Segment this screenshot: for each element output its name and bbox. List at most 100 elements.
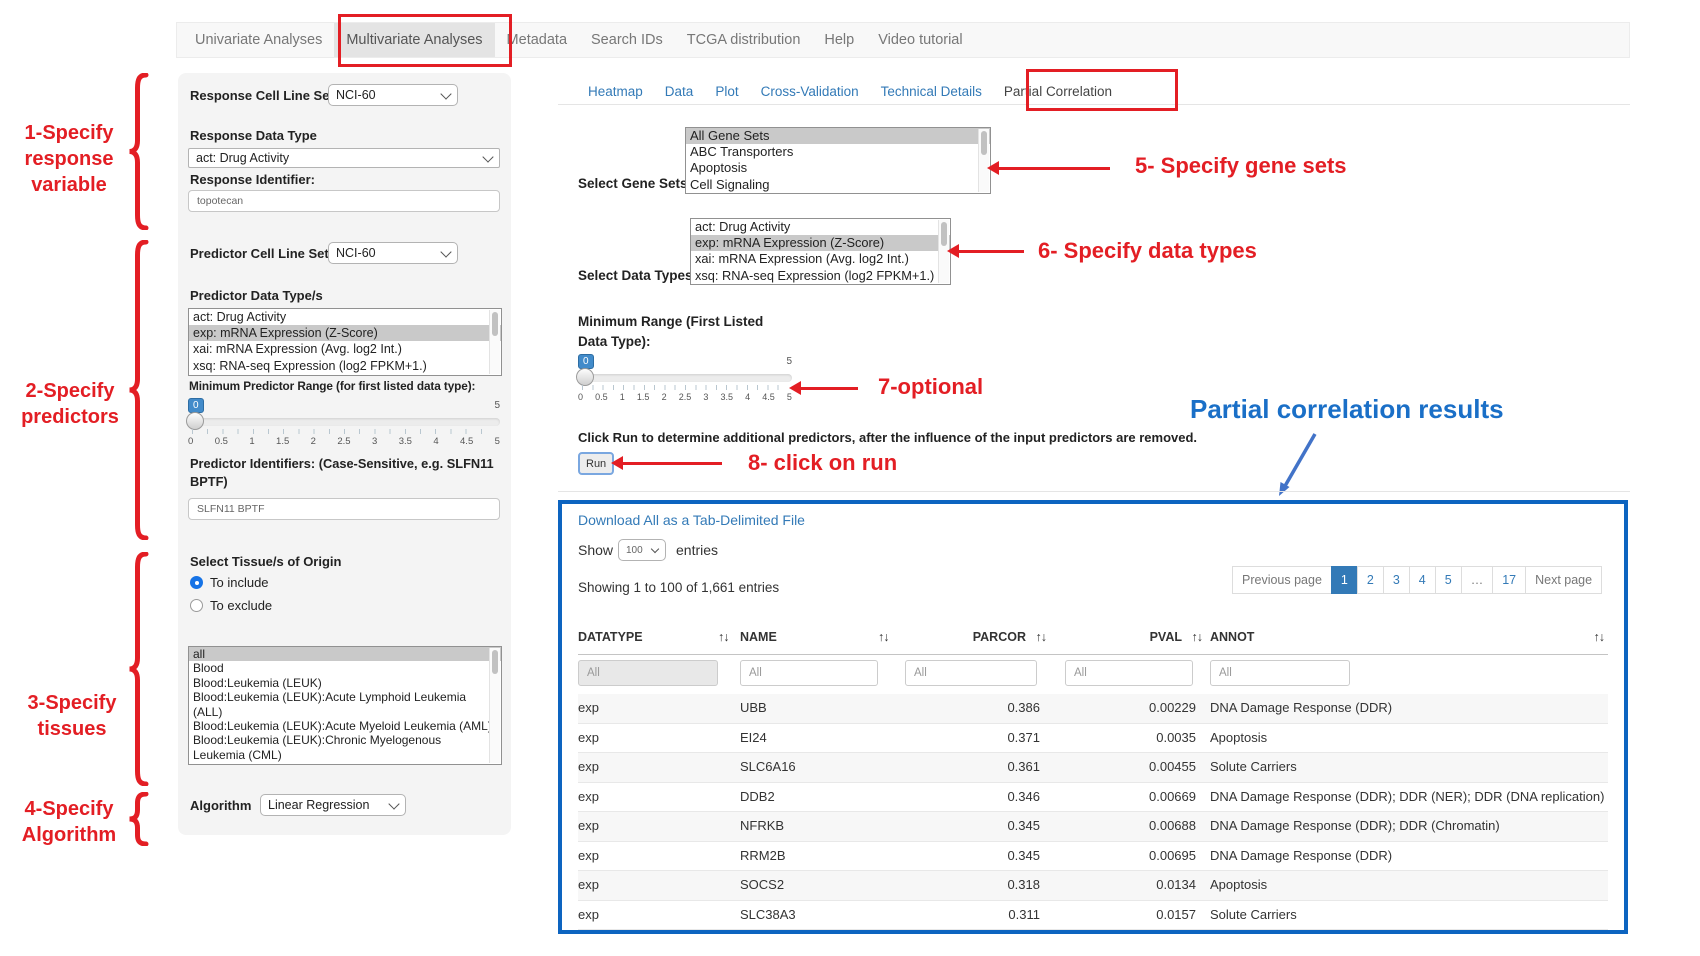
- page-button-2[interactable]: 2: [1356, 566, 1384, 594]
- scrollbar-thumb[interactable]: [492, 312, 498, 336]
- scrollbar[interactable]: [489, 648, 500, 763]
- filter-input-annot[interactable]: [1210, 660, 1350, 686]
- listbox-option[interactable]: xai: mRNA Expression (Avg. log2 Int.): [193, 342, 402, 357]
- tab-plot[interactable]: Plot: [715, 83, 739, 99]
- response-identifier-label: Response Identifier:: [190, 172, 315, 187]
- column-header-datatype[interactable]: DATATYPE: [578, 630, 643, 644]
- scrollbar[interactable]: [978, 129, 989, 192]
- chevron-down-icon: [440, 87, 452, 100]
- page-button-5[interactable]: 5: [1434, 566, 1462, 594]
- previous-page-button[interactable]: Previous page: [1232, 566, 1332, 594]
- nav-tcga-distribution[interactable]: TCGA distribution: [686, 32, 801, 48]
- scrollbar[interactable]: [489, 310, 500, 374]
- column-header-parcor[interactable]: PARCOR: [972, 630, 1026, 644]
- column-header-pval[interactable]: PVAL: [1149, 630, 1182, 644]
- radio-selected-icon[interactable]: [190, 576, 203, 589]
- cell-datatype: exp: [578, 877, 599, 892]
- algorithm-select[interactable]: Linear Regression: [260, 794, 406, 816]
- filter-input-pval[interactable]: [1065, 660, 1193, 686]
- slider-handle[interactable]: [186, 412, 204, 430]
- listbox-option[interactable]: ABC Transporters: [690, 144, 794, 160]
- listbox-option-selected[interactable]: all: [189, 647, 501, 662]
- page-button-4[interactable]: 4: [1408, 566, 1436, 594]
- table-row[interactable]: exp EI24 0.371 0.0035 Apoptosis: [578, 724, 1608, 753]
- slider-track[interactable]: [188, 418, 500, 426]
- scrollbar[interactable]: [938, 220, 949, 283]
- tick-label: 0: [578, 392, 584, 402]
- run-button[interactable]: Run: [578, 452, 614, 475]
- page-button-1[interactable]: 1: [1330, 566, 1358, 594]
- tick-label: 1: [619, 392, 625, 402]
- cell-annot: Solute Carriers: [1210, 906, 1297, 922]
- filter-input-parcor[interactable]: [905, 660, 1037, 686]
- nav-multivariate-analyses[interactable]: Multivariate Analyses: [334, 23, 495, 57]
- listbox-option[interactable]: xai: mRNA Expression (Avg. log2 Int.): [695, 251, 909, 267]
- radio-unselected-icon[interactable]: [190, 599, 203, 612]
- listbox-option-selected[interactable]: exp: mRNA Expression (Z-Score): [691, 235, 950, 252]
- table-row[interactable]: exp NFRKB 0.345 0.00688 DNA Damage Respo…: [578, 812, 1608, 842]
- response-data-type-select[interactable]: act: Drug Activity: [188, 148, 500, 168]
- page-button-17[interactable]: 17: [1492, 566, 1527, 594]
- tab-heatmap[interactable]: Heatmap: [588, 83, 643, 99]
- nav-search-ids[interactable]: Search IDs: [591, 32, 663, 48]
- predictor-cell-line-set-select[interactable]: NCI-60: [328, 242, 458, 264]
- listbox-option[interactable]: Blood:Leukemia (LEUK):Acute Lymphoid Leu…: [193, 690, 467, 719]
- listbox-option[interactable]: xsq: RNA-seq Expression (log2 FPKM+1.): [193, 358, 427, 373]
- chevron-down-icon: [388, 797, 400, 810]
- page-button-3[interactable]: 3: [1382, 566, 1410, 594]
- nav-video-tutorial[interactable]: Video tutorial: [878, 32, 963, 48]
- listbox-option[interactable]: Blood:Leukemia (LEUK):Acute Myeloid Leuk…: [193, 719, 492, 734]
- cell-name: SLC38A3: [740, 906, 796, 922]
- table-row[interactable]: exp SOCS2 0.318 0.0134 Apoptosis: [578, 871, 1608, 901]
- listbox-option[interactable]: act: Drug Activity: [193, 310, 287, 324]
- scrollbar-thumb[interactable]: [492, 650, 498, 674]
- tab-data[interactable]: Data: [664, 83, 694, 99]
- sort-icon[interactable]: ↑↓: [1035, 630, 1047, 644]
- download-all-link[interactable]: Download All as a Tab-Delimited File: [578, 512, 805, 528]
- predictor-identifiers-input[interactable]: [188, 498, 500, 520]
- table-row[interactable]: exp SLC38A3 0.311 0.0157 Solute Carriers: [578, 901, 1608, 930]
- predictor-cell-line-set-value: NCI-60: [336, 246, 376, 260]
- nav-help[interactable]: Help: [824, 32, 855, 48]
- response-cell-line-set-select[interactable]: NCI-60: [328, 84, 458, 106]
- listbox-option-selected[interactable]: All Gene Sets: [686, 128, 990, 145]
- page-size-select[interactable]: 100: [618, 539, 666, 561]
- cell-datatype: exp: [578, 818, 599, 833]
- listbox-option-selected[interactable]: exp: mRNA Expression (Z-Score): [189, 325, 501, 342]
- response-identifier-input[interactable]: [188, 190, 500, 212]
- listbox-option[interactable]: act: Drug Activity: [695, 219, 791, 234]
- cell-annot: DNA Damage Response (DDR): [1210, 847, 1393, 863]
- sort-icon[interactable]: ↑↓: [1191, 630, 1203, 644]
- listbox-option[interactable]: xsq: RNA-seq Expression (log2 FPKM+1.): [695, 267, 935, 283]
- tissue-include-radio-row[interactable]: To include: [190, 575, 269, 590]
- filter-input-name[interactable]: [740, 660, 878, 686]
- table-row[interactable]: exp DDB2 0.346 0.00669 DNA Damage Respon…: [578, 783, 1608, 812]
- table-row[interactable]: exp SLC6A16 0.361 0.00455 Solute Carrier…: [578, 753, 1608, 783]
- nav-univariate-analyses[interactable]: Univariate Analyses: [195, 32, 323, 48]
- filter-input-datatype[interactable]: [578, 660, 718, 686]
- tab-cross-validation[interactable]: Cross-Validation: [760, 83, 859, 99]
- next-page-button[interactable]: Next page: [1525, 566, 1603, 594]
- tab-technical-details[interactable]: Technical Details: [880, 83, 982, 99]
- sort-icon[interactable]: ↑↓: [718, 630, 729, 644]
- column-header-annot[interactable]: ANNOT: [1210, 630, 1255, 644]
- listbox-option[interactable]: Blood:Leukemia (LEUK): [193, 675, 322, 690]
- tab-partial-correlation[interactable]: Partial Correlation: [1003, 83, 1112, 99]
- tissue-exclude-radio-row[interactable]: To exclude: [190, 598, 272, 613]
- cell-parcor: 0.386: [1007, 700, 1040, 715]
- slider-handle[interactable]: [576, 368, 594, 386]
- table-row[interactable]: exp UBB 0.386 0.00229 DNA Damage Respons…: [578, 694, 1608, 724]
- sort-icon[interactable]: ↑↓: [878, 630, 889, 644]
- scrollbar-thumb[interactable]: [941, 222, 947, 246]
- table-row[interactable]: exp RRM2B 0.345 0.00695 DNA Damage Respo…: [578, 842, 1608, 871]
- column-header-name[interactable]: NAME: [740, 630, 777, 644]
- response-cell-line-set-value: NCI-60: [336, 88, 376, 102]
- sort-icon[interactable]: ↑↓: [1593, 630, 1605, 644]
- slider-track[interactable]: [578, 374, 792, 382]
- listbox-option[interactable]: Blood: [193, 661, 224, 676]
- listbox-option[interactable]: Blood:Leukemia (LEUK):Chronic Myelogenou…: [193, 733, 442, 762]
- scrollbar-thumb[interactable]: [981, 131, 987, 155]
- listbox-option[interactable]: Cell Signaling: [690, 176, 770, 192]
- listbox-option[interactable]: Apoptosis: [690, 160, 748, 176]
- nav-metadata[interactable]: Metadata: [506, 32, 568, 48]
